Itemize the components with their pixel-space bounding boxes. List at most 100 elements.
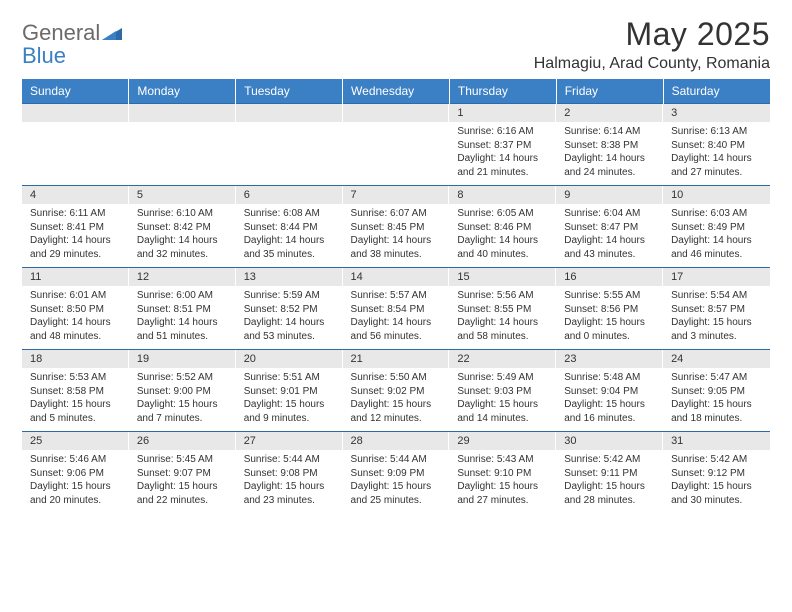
day-body: Sunrise: 6:04 AMSunset: 8:47 PMDaylight:…	[556, 204, 663, 267]
day-body	[236, 122, 343, 180]
day-body: Sunrise: 5:49 AMSunset: 9:03 PMDaylight:…	[449, 368, 556, 431]
day-body: Sunrise: 5:53 AMSunset: 8:58 PMDaylight:…	[22, 368, 129, 431]
calendar-day-cell: 11Sunrise: 6:01 AMSunset: 8:50 PMDayligh…	[22, 268, 129, 350]
logo-word1: General	[22, 20, 100, 45]
day-number: 4	[22, 186, 129, 204]
day-body: Sunrise: 5:50 AMSunset: 9:02 PMDaylight:…	[343, 368, 450, 431]
day-number: 21	[343, 350, 450, 368]
calendar-day-cell: 28Sunrise: 5:44 AMSunset: 9:09 PMDayligh…	[343, 432, 450, 514]
day-body: Sunrise: 6:11 AMSunset: 8:41 PMDaylight:…	[22, 204, 129, 267]
calendar-table: Sunday Monday Tuesday Wednesday Thursday…	[22, 79, 770, 513]
day-body: Sunrise: 5:45 AMSunset: 9:07 PMDaylight:…	[129, 450, 236, 513]
day-body: Sunrise: 5:59 AMSunset: 8:52 PMDaylight:…	[236, 286, 343, 349]
day-body: Sunrise: 6:00 AMSunset: 8:51 PMDaylight:…	[129, 286, 236, 349]
calendar-day-cell: 4Sunrise: 6:11 AMSunset: 8:41 PMDaylight…	[22, 186, 129, 268]
day-number: 13	[236, 268, 343, 286]
day-body	[22, 122, 129, 180]
month-title: May 2025	[534, 16, 770, 53]
day-number: 25	[22, 432, 129, 450]
day-body: Sunrise: 6:10 AMSunset: 8:42 PMDaylight:…	[129, 204, 236, 267]
day-number: 5	[129, 186, 236, 204]
calendar-day-cell: 22Sunrise: 5:49 AMSunset: 9:03 PMDayligh…	[449, 350, 556, 432]
day-body: Sunrise: 6:14 AMSunset: 8:38 PMDaylight:…	[556, 122, 663, 185]
day-number: 1	[449, 104, 556, 122]
calendar-day-cell	[129, 104, 236, 186]
day-number: 15	[449, 268, 556, 286]
day-body: Sunrise: 5:47 AMSunset: 9:05 PMDaylight:…	[663, 368, 770, 431]
day-body: Sunrise: 6:16 AMSunset: 8:37 PMDaylight:…	[449, 122, 556, 185]
day-number: 29	[449, 432, 556, 450]
day-body: Sunrise: 5:54 AMSunset: 8:57 PMDaylight:…	[663, 286, 770, 349]
day-number: 31	[663, 432, 770, 450]
weekday-header: Monday	[129, 79, 236, 104]
day-number: 30	[556, 432, 663, 450]
day-body: Sunrise: 5:42 AMSunset: 9:12 PMDaylight:…	[663, 450, 770, 513]
day-body: Sunrise: 5:42 AMSunset: 9:11 PMDaylight:…	[556, 450, 663, 513]
calendar-week-row: 4Sunrise: 6:11 AMSunset: 8:41 PMDaylight…	[22, 186, 770, 268]
day-number	[129, 104, 236, 122]
calendar-day-cell: 12Sunrise: 6:00 AMSunset: 8:51 PMDayligh…	[129, 268, 236, 350]
calendar-week-row: 11Sunrise: 6:01 AMSunset: 8:50 PMDayligh…	[22, 268, 770, 350]
calendar-day-cell	[343, 104, 450, 186]
calendar-day-cell: 14Sunrise: 5:57 AMSunset: 8:54 PMDayligh…	[343, 268, 450, 350]
day-number: 12	[129, 268, 236, 286]
calendar-day-cell: 7Sunrise: 6:07 AMSunset: 8:45 PMDaylight…	[343, 186, 450, 268]
calendar-day-cell: 20Sunrise: 5:51 AMSunset: 9:01 PMDayligh…	[236, 350, 343, 432]
day-number	[343, 104, 450, 122]
weekday-header: Friday	[556, 79, 663, 104]
calendar-day-cell: 15Sunrise: 5:56 AMSunset: 8:55 PMDayligh…	[449, 268, 556, 350]
calendar-day-cell: 6Sunrise: 6:08 AMSunset: 8:44 PMDaylight…	[236, 186, 343, 268]
day-number: 6	[236, 186, 343, 204]
calendar-day-cell: 25Sunrise: 5:46 AMSunset: 9:06 PMDayligh…	[22, 432, 129, 514]
calendar-day-cell: 24Sunrise: 5:47 AMSunset: 9:05 PMDayligh…	[663, 350, 770, 432]
day-number: 27	[236, 432, 343, 450]
weekday-header: Wednesday	[343, 79, 450, 104]
calendar-day-cell	[22, 104, 129, 186]
day-body: Sunrise: 6:07 AMSunset: 8:45 PMDaylight:…	[343, 204, 450, 267]
weekday-header: Thursday	[449, 79, 556, 104]
day-body: Sunrise: 6:08 AMSunset: 8:44 PMDaylight:…	[236, 204, 343, 267]
day-body: Sunrise: 5:52 AMSunset: 9:00 PMDaylight:…	[129, 368, 236, 431]
weekday-header-row: Sunday Monday Tuesday Wednesday Thursday…	[22, 79, 770, 104]
day-number: 2	[556, 104, 663, 122]
logo: General Blue	[22, 16, 122, 68]
calendar-day-cell: 13Sunrise: 5:59 AMSunset: 8:52 PMDayligh…	[236, 268, 343, 350]
calendar-day-cell: 17Sunrise: 5:54 AMSunset: 8:57 PMDayligh…	[663, 268, 770, 350]
location-subtitle: Halmagiu, Arad County, Romania	[534, 55, 770, 73]
day-number: 9	[556, 186, 663, 204]
day-body: Sunrise: 5:43 AMSunset: 9:10 PMDaylight:…	[449, 450, 556, 513]
day-body: Sunrise: 5:48 AMSunset: 9:04 PMDaylight:…	[556, 368, 663, 431]
day-number: 22	[449, 350, 556, 368]
calendar-day-cell	[236, 104, 343, 186]
calendar-day-cell: 19Sunrise: 5:52 AMSunset: 9:00 PMDayligh…	[129, 350, 236, 432]
day-body: Sunrise: 5:44 AMSunset: 9:08 PMDaylight:…	[236, 450, 343, 513]
weekday-header: Sunday	[22, 79, 129, 104]
day-number: 23	[556, 350, 663, 368]
logo-word2: Blue	[22, 43, 66, 68]
calendar-day-cell: 9Sunrise: 6:04 AMSunset: 8:47 PMDaylight…	[556, 186, 663, 268]
day-body: Sunrise: 5:56 AMSunset: 8:55 PMDaylight:…	[449, 286, 556, 349]
day-body: Sunrise: 6:01 AMSunset: 8:50 PMDaylight:…	[22, 286, 129, 349]
day-number	[236, 104, 343, 122]
weekday-header: Saturday	[663, 79, 770, 104]
day-number: 19	[129, 350, 236, 368]
calendar-week-row: 25Sunrise: 5:46 AMSunset: 9:06 PMDayligh…	[22, 432, 770, 514]
day-body: Sunrise: 5:44 AMSunset: 9:09 PMDaylight:…	[343, 450, 450, 513]
calendar-day-cell: 23Sunrise: 5:48 AMSunset: 9:04 PMDayligh…	[556, 350, 663, 432]
day-number: 24	[663, 350, 770, 368]
weekday-header: Tuesday	[236, 79, 343, 104]
day-number: 17	[663, 268, 770, 286]
calendar-day-cell: 18Sunrise: 5:53 AMSunset: 8:58 PMDayligh…	[22, 350, 129, 432]
day-body: Sunrise: 5:55 AMSunset: 8:56 PMDaylight:…	[556, 286, 663, 349]
day-number: 20	[236, 350, 343, 368]
calendar-week-row: 18Sunrise: 5:53 AMSunset: 8:58 PMDayligh…	[22, 350, 770, 432]
calendar-day-cell: 16Sunrise: 5:55 AMSunset: 8:56 PMDayligh…	[556, 268, 663, 350]
day-body: Sunrise: 5:51 AMSunset: 9:01 PMDaylight:…	[236, 368, 343, 431]
day-number: 3	[663, 104, 770, 122]
calendar-day-cell: 3Sunrise: 6:13 AMSunset: 8:40 PMDaylight…	[663, 104, 770, 186]
calendar-day-cell: 27Sunrise: 5:44 AMSunset: 9:08 PMDayligh…	[236, 432, 343, 514]
calendar-day-cell: 30Sunrise: 5:42 AMSunset: 9:11 PMDayligh…	[556, 432, 663, 514]
calendar-day-cell: 26Sunrise: 5:45 AMSunset: 9:07 PMDayligh…	[129, 432, 236, 514]
day-number: 26	[129, 432, 236, 450]
calendar-day-cell: 31Sunrise: 5:42 AMSunset: 9:12 PMDayligh…	[663, 432, 770, 514]
